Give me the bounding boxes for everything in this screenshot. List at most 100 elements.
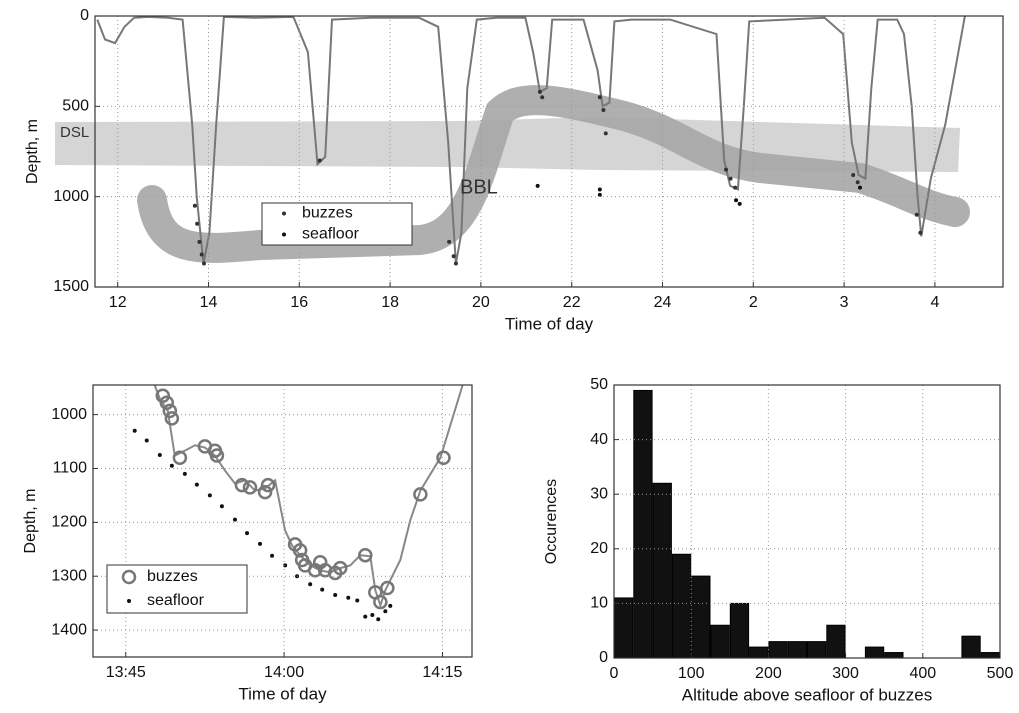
y-axis-label: Occurences (543, 479, 560, 564)
y-tick-label: 1400 (51, 621, 87, 638)
bar (768, 641, 788, 658)
bbl-band (137, 85, 970, 263)
buzzes-point (436, 450, 451, 465)
annotation: DSL (60, 124, 89, 141)
y-tick-label: 1000 (53, 188, 89, 205)
buzzes-point (601, 107, 606, 112)
y-tick-label: 10 (590, 595, 608, 612)
seafloor-point (169, 463, 174, 468)
seafloor-point (597, 192, 602, 197)
buzzes-point (201, 261, 206, 266)
x-tick-label: 400 (909, 665, 936, 682)
annotation: BBL (460, 176, 498, 198)
seafloor-point (144, 438, 149, 443)
bar (710, 624, 730, 658)
buzzes-point (164, 411, 180, 426)
seafloor-point (388, 603, 393, 608)
x-tick-label: 22 (563, 294, 581, 311)
bar (787, 641, 808, 658)
buzzes-point (724, 167, 729, 172)
seafloor-point (370, 612, 375, 617)
bar (826, 624, 846, 658)
seafloor-point (333, 593, 338, 598)
bar (961, 635, 981, 658)
x-tick-label: 300 (832, 665, 859, 682)
seafloor-point (355, 598, 360, 603)
buzzes-point (197, 239, 202, 244)
bar (749, 646, 769, 658)
seafloor-point (270, 553, 275, 558)
x-tick-label: 14:00 (264, 664, 304, 681)
seafloor-point (157, 453, 162, 458)
buzzes-point (260, 477, 276, 493)
buzzes-point (242, 480, 258, 495)
buzzes-point (162, 403, 178, 419)
buzzes-point (537, 89, 542, 94)
axes-frame (613, 384, 1001, 659)
buzzes-point (447, 239, 452, 244)
seafloor-point (376, 617, 381, 622)
buzzes-point (332, 560, 348, 576)
layer-bands (55, 85, 970, 263)
legend-box (106, 564, 248, 614)
bar (614, 597, 634, 658)
buzzes-point (172, 450, 188, 465)
buzzes-point (209, 448, 225, 463)
buzzes-point (373, 594, 388, 610)
y-tick-label: 20 (590, 540, 608, 557)
legend-marker (121, 569, 137, 585)
buzzes-point (453, 261, 458, 266)
bar (652, 482, 672, 658)
buzzes-point (199, 252, 204, 257)
x-tick-label: 14 (200, 294, 218, 311)
buzzes-point (257, 484, 273, 500)
x-axis-label: Time of day (238, 684, 327, 703)
y-tick-label: 40 (590, 431, 608, 448)
seafloor-point (308, 582, 313, 587)
buzzes-point (451, 254, 456, 259)
x-tick-label: 18 (381, 294, 399, 311)
axes-frame (94, 15, 1004, 288)
y-tick-label: 0 (599, 649, 608, 666)
buzzes-point (195, 221, 200, 226)
buzzes-point (234, 477, 250, 493)
legend-label: seafloor (147, 592, 205, 609)
seafloor-point (258, 541, 263, 546)
seafloor-point (219, 504, 224, 509)
y-tick-label: 500 (62, 98, 89, 115)
x-tick-label: 500 (987, 665, 1014, 682)
x-tick-label: 0 (610, 665, 619, 682)
y-tick-label: 1500 (53, 278, 89, 295)
legend-label: buzzes (147, 568, 198, 585)
x-tick-label: 12 (109, 294, 127, 311)
buzzes-point (540, 95, 545, 100)
seafloor-point (535, 183, 540, 188)
buzzes-point (918, 230, 923, 235)
y-tick-label: 1300 (51, 567, 87, 584)
buzzes-point (380, 580, 395, 596)
buzzes-point (292, 543, 308, 558)
plot-area (132, 385, 464, 622)
y-tick-label: 0 (80, 7, 89, 24)
seafloor-point (283, 563, 288, 568)
legend-marker (127, 599, 131, 603)
buzzes-point (597, 95, 602, 100)
y-tick-label: 1000 (51, 406, 87, 423)
x-tick-label: 20 (472, 294, 490, 311)
seafloor-point (194, 482, 199, 487)
seafloor-point (245, 531, 250, 536)
seafloor-point (597, 187, 602, 192)
y-tick-label: 1200 (51, 514, 87, 531)
seafloor-point (320, 587, 325, 592)
legend-marker (282, 211, 286, 216)
x-tick-label: 13:45 (106, 664, 146, 681)
y-tick-label: 30 (590, 485, 608, 502)
seafloor-point (857, 185, 862, 190)
seafloor-point (207, 493, 212, 498)
buzzes-point (159, 395, 175, 411)
x-tick-label: 4 (930, 294, 939, 311)
buzzes-point (728, 176, 733, 181)
bar (864, 646, 885, 658)
seafloor-point (132, 428, 137, 433)
